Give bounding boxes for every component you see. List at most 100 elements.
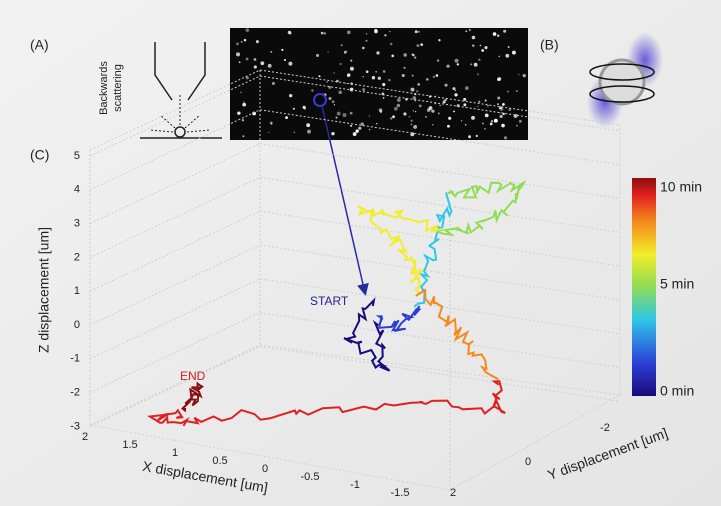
speckle: [500, 115, 503, 118]
speckle: [338, 91, 341, 94]
speckle: [415, 111, 416, 112]
x-tick-label: -1.5: [391, 487, 410, 499]
speckle: [347, 30, 351, 34]
speckle: [403, 67, 405, 69]
speckle: [411, 124, 413, 126]
speckle: [284, 59, 286, 61]
speckle: [455, 90, 456, 91]
speckle: [376, 51, 379, 54]
speckle: [439, 105, 440, 106]
speckle: [497, 103, 499, 105]
z-tick-label: 5: [74, 150, 80, 162]
speckle: [480, 45, 481, 46]
z-tick-label: -1: [70, 353, 80, 365]
x-tick-label: 1: [172, 447, 178, 459]
speckle: [487, 105, 488, 106]
speckle: [246, 58, 249, 61]
x-tick-label: -0.5: [301, 471, 320, 483]
z-tick-label: 1: [74, 285, 80, 297]
colorbar-label: 0 min: [660, 383, 694, 399]
speckle: [493, 32, 497, 36]
speckle: [468, 135, 471, 138]
axis-title: Z displacement [um]: [36, 227, 52, 353]
speckle: [281, 49, 283, 51]
speckle: [402, 74, 405, 77]
speckle: [327, 51, 328, 52]
speckle: [426, 78, 429, 81]
speckle: [343, 113, 347, 117]
speckle: [256, 40, 259, 43]
speckle: [303, 106, 306, 109]
speckle: [341, 44, 343, 46]
speckle: [345, 83, 347, 85]
speckle: [254, 65, 257, 68]
speckle: [411, 53, 413, 55]
x-tick-label: 1.5: [122, 439, 137, 451]
speckle: [465, 86, 469, 90]
speckle: [254, 58, 257, 61]
speckle: [477, 106, 478, 107]
speckle: [481, 49, 484, 52]
speckle: [394, 107, 398, 111]
panel-label: (A): [30, 37, 49, 53]
panel-label: (B): [540, 37, 559, 53]
speckle: [289, 94, 292, 97]
speckle: [438, 39, 440, 41]
speckle: [344, 51, 347, 54]
speckle: [507, 91, 509, 93]
z-tick-label: 2: [74, 251, 80, 263]
speckle: [355, 129, 358, 132]
speckle: [416, 44, 419, 47]
speckle: [350, 60, 352, 62]
x-tick-label: 0: [262, 463, 268, 475]
speckle: [420, 43, 423, 46]
speckle: [497, 96, 500, 99]
speckle: [463, 98, 466, 101]
speckle: [350, 112, 353, 115]
speckle: [242, 103, 246, 107]
speckle: [306, 123, 310, 127]
z-tick-label: 3: [74, 218, 80, 230]
speckle: [432, 124, 434, 126]
speckle: [501, 124, 505, 128]
y-tick-label: 2: [450, 487, 456, 499]
speckle: [350, 67, 354, 71]
speckle: [465, 124, 467, 126]
speckle: [502, 103, 505, 106]
speckle: [425, 116, 426, 117]
speckle: [236, 42, 239, 45]
speckle: [358, 127, 361, 130]
speckle: [478, 58, 481, 61]
speckle: [485, 114, 489, 118]
speckle: [469, 29, 471, 31]
speckle: [316, 54, 319, 57]
speckle: [392, 115, 395, 118]
speckle: [307, 130, 311, 134]
speckle: [436, 74, 438, 76]
speckle: [288, 62, 292, 66]
speckle: [474, 63, 478, 67]
speckle: [453, 110, 455, 112]
speckle: [272, 82, 275, 85]
speckle: [516, 125, 518, 127]
speckle: [379, 108, 383, 112]
end-annotation: END: [180, 369, 206, 383]
speckle: [438, 112, 440, 114]
speckle: [285, 116, 288, 119]
speckle: [512, 51, 516, 55]
speckle: [268, 132, 269, 133]
speckle: [431, 110, 434, 113]
scattering-label: Backwards: [98, 61, 110, 115]
speckle: [478, 101, 480, 103]
y-tick-label: -2: [600, 422, 610, 434]
x-tick-label: -1: [350, 479, 360, 491]
speckle: [390, 117, 392, 119]
speckle: [318, 75, 320, 77]
speckle: [484, 46, 487, 49]
speckle: [519, 120, 522, 123]
start-annotation: START: [310, 294, 349, 308]
speckle: [293, 131, 295, 133]
speckle: [268, 64, 272, 68]
speckle: [472, 44, 474, 46]
y-tick-label: 0: [525, 456, 531, 468]
